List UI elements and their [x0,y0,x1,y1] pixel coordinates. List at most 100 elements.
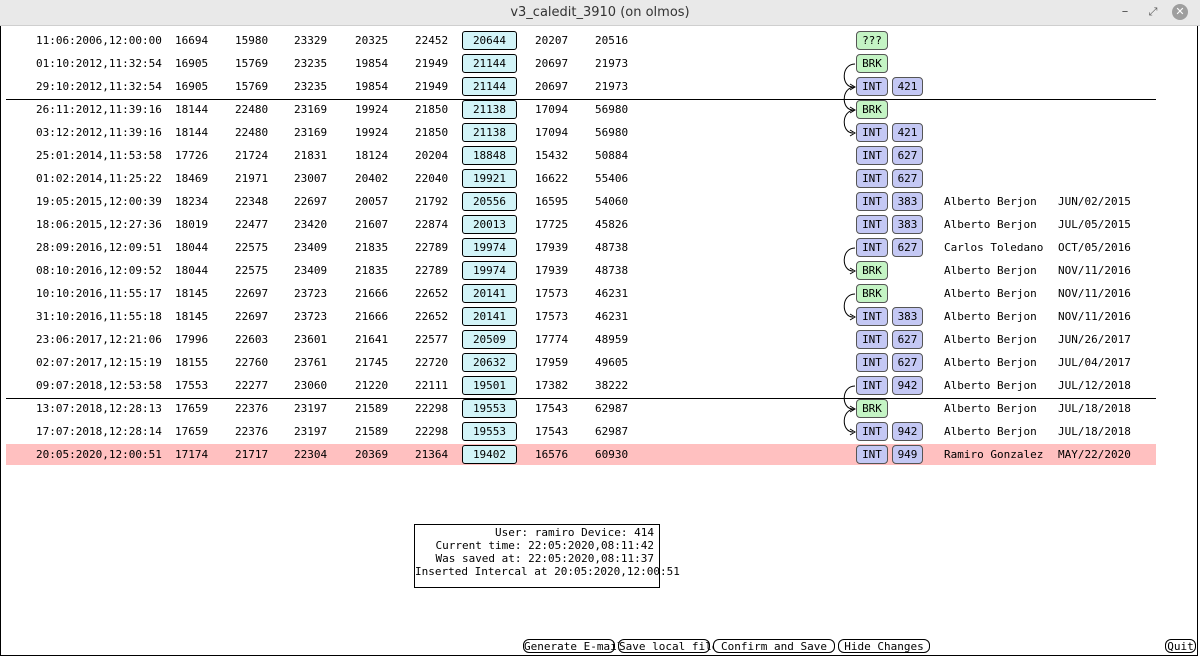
table-row[interactable]: 29:10:2012,11:32:54 16905 15769 23235 19854 2… [6,76,1156,97]
editable-value-box[interactable]: 20013 [462,215,517,234]
editable-value-box[interactable]: 20632 [462,353,517,372]
row-user: Alberto Berjon [944,218,1037,231]
row-value: 60930 [595,448,629,461]
table-row[interactable]: 01:10:2012,11:32:54 16905 15769 23235 19854 2… [6,53,1156,74]
row-value: 22652 [415,287,449,300]
table-row[interactable]: 28:09:2016,12:09:51 18044 22575 23409 21835 2… [6,237,1156,258]
editable-value-box[interactable]: 20644 [462,31,517,50]
int-tag[interactable]: INT [856,238,888,257]
row-value: 48959 [595,333,629,346]
quit-button[interactable]: Quit [1165,639,1196,653]
table-row[interactable]: 26:11:2012,11:39:16 18144 22480 23169 19924 2… [6,99,1156,120]
row-user: Alberto Berjon [944,264,1037,277]
editable-value-box[interactable]: 18848 [462,146,517,165]
table-row[interactable]: 11:06:2006,12:00:00 16694 15980 23329 20325 2… [6,30,1156,51]
row-value: 20516 [595,34,629,47]
editable-value-box[interactable]: 19974 [462,238,517,257]
table-row-selected[interactable]: 20:05:2020,12:00:51 17174 21717 22304 20369 2… [6,444,1156,465]
table-row[interactable]: 23:06:2017,12:21:06 17996 22603 23601 21641 2… [6,329,1156,350]
intercal-number-tag[interactable]: 627 [892,330,923,349]
intercal-number-tag[interactable]: 383 [892,215,923,234]
int-tag[interactable]: INT [856,169,888,188]
maximize-icon[interactable]: ⤢ [1148,5,1158,18]
table-row[interactable]: 08:10:2016,12:09:52 18044 22575 23409 21835 2… [6,260,1156,281]
editable-value-box[interactable]: 21144 [462,77,517,96]
intercal-number-tag[interactable]: 421 [892,123,923,142]
intercal-number-tag[interactable]: 942 [892,422,923,441]
int-tag[interactable]: INT [856,376,888,395]
table-row[interactable]: 25:01:2014,11:53:58 17726 21724 21831 18124 2… [6,145,1156,166]
editable-value-box[interactable]: 19974 [462,261,517,280]
editable-value-box[interactable]: 21138 [462,123,517,142]
editable-value-box[interactable]: 20556 [462,192,517,211]
int-tag[interactable]: INT [856,77,888,96]
row-value: 18145 [175,310,209,323]
row-value: 21835 [355,264,389,277]
int-tag[interactable]: INT [856,445,888,464]
editable-value-box[interactable]: 19553 [462,422,517,441]
row-value: 21607 [355,218,389,231]
int-tag[interactable]: INT [856,422,888,441]
row-value: 22697 [294,195,328,208]
int-tag[interactable]: INT [856,192,888,211]
intercal-number-tag[interactable]: 421 [892,77,923,96]
generate-email-button[interactable]: Generate E-mail [523,639,624,653]
editable-value-box[interactable]: 19501 [462,376,517,395]
editable-value-box[interactable]: 20141 [462,307,517,326]
editable-value-box[interactable]: 21138 [462,100,517,119]
row-user: Alberto Berjon [944,379,1037,392]
table-row[interactable]: 18:06:2015,12:27:36 18019 22477 23420 21607 2… [6,214,1156,235]
info-inserted: Inserted Intercal at 20:05:2020,12:00:51 [415,565,680,578]
int-tag[interactable]: INT [856,307,888,326]
int-tag[interactable]: INT [856,330,888,349]
minimize-icon[interactable]: – [1121,4,1129,19]
intercal-number-tag[interactable]: 627 [892,146,923,165]
hide-changes-button[interactable]: Hide Changes [838,639,930,653]
editable-value-box[interactable]: 19402 [462,445,517,464]
int-tag[interactable]: INT [856,146,888,165]
int-tag[interactable]: INT [856,123,888,142]
editable-value-box[interactable]: 19553 [462,399,517,418]
brk-tag[interactable]: BRK [856,284,888,303]
table-row[interactable]: 31:10:2016,11:55:18 18145 22697 23723 21666 2… [6,306,1156,327]
calibration-editor: 11:06:2006,12:00:00 16694 15980 23329 20325 2… [0,26,1198,656]
save-local-file-button[interactable]: Save local file [618,639,719,653]
table-row[interactable]: 03:12:2012,11:39:16 18144 22480 23169 19924 2… [6,122,1156,143]
brk-tag[interactable]: BRK [856,54,888,73]
table-row[interactable]: 01:02:2014,11:25:22 18469 21971 23007 20402 2… [6,168,1156,189]
unknown-tag[interactable]: ??? [856,31,888,50]
table-row[interactable]: 17:07:2018,12:28:14 17659 22376 23197 21589 2… [6,421,1156,442]
intercal-number-tag[interactable]: 949 [892,445,923,464]
confirm-and-save-button[interactable]: Confirm and Save [713,639,835,653]
row-value: 22760 [235,356,269,369]
brk-tag[interactable]: BRK [856,261,888,280]
table-row[interactable]: 09:07:2018,12:53:58 17553 22277 23060 21220 2… [6,375,1156,396]
editable-value-box[interactable]: 20509 [462,330,517,349]
row-date: 01:02:2014,11:25:22 [36,172,162,185]
intercal-number-tag[interactable]: 383 [892,307,923,326]
editable-value-box[interactable]: 19921 [462,169,517,188]
editable-value-box[interactable]: 21144 [462,54,517,73]
row-value: 22789 [415,241,449,254]
editable-value-box[interactable]: 20141 [462,284,517,303]
intercal-number-tag[interactable]: 627 [892,353,923,372]
intercal-number-tag[interactable]: 627 [892,238,923,257]
table-row[interactable]: 10:10:2016,11:55:17 18145 22697 23723 21666 2… [6,283,1156,304]
table-row[interactable]: 13:07:2018,12:28:13 17659 22376 23197 21589 2… [6,398,1156,419]
int-tag[interactable]: INT [856,215,888,234]
int-tag[interactable]: INT [856,353,888,372]
brk-tag[interactable]: BRK [856,399,888,418]
table-row[interactable]: 02:07:2017,12:15:19 18155 22760 23761 21745 2… [6,352,1156,373]
row-value: 17543 [535,402,569,415]
intercal-number-tag[interactable]: 942 [892,376,923,395]
row-value: 17094 [535,103,569,116]
brk-tag[interactable]: BRK [856,100,888,119]
table-row[interactable]: 19:05:2015,12:00:39 18234 22348 22697 20057 2… [6,191,1156,212]
row-value: 38222 [595,379,629,392]
row-value: 15769 [235,80,269,93]
row-value: 20697 [535,57,569,70]
intercal-number-tag[interactable]: 627 [892,169,923,188]
close-icon[interactable]: ✕ [1172,4,1188,20]
intercal-number-tag[interactable]: 383 [892,192,923,211]
row-value: 22348 [235,195,269,208]
